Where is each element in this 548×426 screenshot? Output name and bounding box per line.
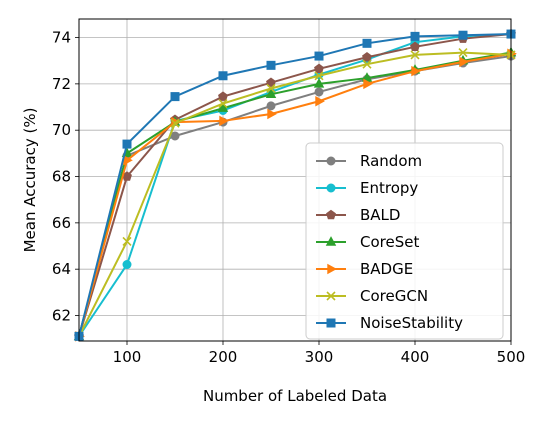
marker-x-stroke [122,236,132,246]
legend-label-coreset: CoreSet [360,233,419,251]
data-point-badge [363,78,373,90]
marker-x-stroke [218,98,228,109]
data-point-coregcn [410,50,420,60]
x-axis-label: Number of Labeled Data [203,387,387,405]
data-point-badge [411,65,421,77]
legend-label-coregcn: CoreGCN [360,287,428,305]
plot-frame [78,18,512,342]
data-point-random [170,131,180,141]
data-point-noisestability [266,60,276,70]
data-point-bald [314,63,324,74]
y-tick-label: 74 [52,29,71,47]
marker-x-stroke [410,50,420,60]
x-tick-label: 400 [401,348,430,366]
data-point-noisestability [170,92,180,102]
data-point-coregcn [314,71,324,81]
data-point-coregcn [362,59,372,69]
data-point-badge [315,95,325,107]
data-point-random [266,101,276,111]
series-line-coregcn [78,51,512,337]
data-point-coregcn [218,98,228,109]
legend-marker-coregcn [326,291,336,301]
series-line-noisestability [78,33,512,337]
marker-x-stroke [458,48,468,58]
series-line-coreset [78,51,512,337]
data-point-coregcn [458,48,468,58]
legend-marker-coreset [325,236,337,246]
marker-x-stroke [362,59,372,69]
data-point-coregcn [266,83,276,94]
legend-label-badge: BADGE [360,260,413,278]
axis-ticks: 100 200 300 400 500 62 64 66 68 70 72 74 [52,29,525,366]
data-point-noisestability [458,30,468,40]
data-point-coreset [313,78,325,88]
data-point-bald [362,52,372,62]
data-point-badge [219,115,229,127]
data-point-random [314,87,324,97]
legend-marker-noisestability [326,318,336,328]
data-point-noisestability [122,139,132,149]
legend-label-bald: BALD [360,206,400,224]
series-line-entropy [78,33,512,337]
data-point-entropy [122,260,132,270]
data-point-noisestability [362,38,372,48]
y-tick-label: 66 [52,214,71,232]
series-line-badge [78,52,512,337]
x-tick-label: 300 [305,348,334,366]
data-point-coregcn [122,236,132,246]
data-point-coreset [265,88,277,98]
data-point-bald [266,77,276,87]
legend-marker-entropy [326,183,336,193]
marker-x-stroke [326,291,336,301]
marker-x-stroke [170,118,180,128]
legend-label-random: Random [360,152,422,170]
legend-marker-random [326,156,336,166]
y-axis-label: Mean Accuracy (%) [21,108,39,253]
y-tick-label: 72 [52,75,71,93]
legend: Random Entropy BALD CoreSet BADGE CoreGCN Nois… [305,142,504,340]
data-point-coreset [217,102,229,112]
data-point-bald [410,41,420,52]
data-point-noisestability [410,31,420,41]
series-line-bald [78,33,512,337]
data-point-badge [267,108,277,120]
marker-x-stroke [266,83,276,94]
x-tick-label: 500 [497,348,526,366]
y-tick-label: 68 [52,168,71,186]
y-tick-label: 62 [52,307,71,325]
data-point-noisestability [218,71,228,81]
data-point-noisestability [314,51,324,61]
series-layer [73,28,517,342]
x-tick-label: 200 [209,348,238,366]
legend-box [305,142,504,340]
data-point-coregcn [170,118,180,128]
x-tick-label: 100 [113,348,142,366]
data-point-badge [459,56,469,68]
legend-marker-badge [327,263,337,275]
y-tick-label: 70 [52,121,71,139]
legend-label-entropy: Entropy [360,179,418,197]
y-tick-label: 64 [52,260,71,278]
marker-x-stroke [314,71,324,81]
data-point-bald [218,91,228,101]
legend-marker-bald [326,209,336,220]
legend-label-noisestability: NoiseStability [360,314,463,332]
